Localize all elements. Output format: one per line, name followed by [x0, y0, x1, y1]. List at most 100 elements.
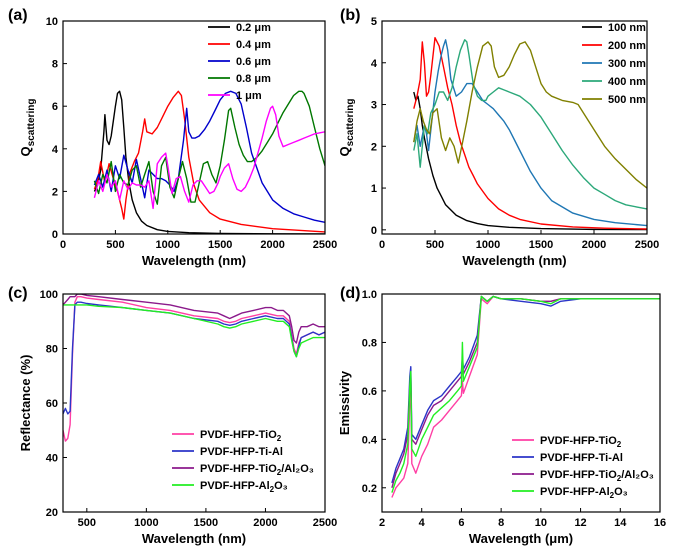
legend-entry: PVDF-HFP-Ti-Al: [200, 446, 283, 458]
y-axis-label-main: Q: [18, 146, 33, 156]
y-tick-label: 60: [46, 398, 58, 410]
legend: PVDF-HFP-TiO2PVDF-HFP-Ti-AlPVDF-HFP-TiO2…: [512, 435, 654, 500]
series-line: [93, 90, 325, 205]
legend-entry: 0.2 μm: [236, 22, 271, 34]
legend-entry: PVDF-HFP-Al2O₃: [540, 486, 628, 500]
plot-frame: [381, 293, 661, 513]
y-axis-label-sub: scattering: [345, 99, 356, 147]
series-line: [93, 90, 325, 223]
legend-entry-tail: /Al₂O₃: [281, 463, 314, 475]
x-tick-label: 2000: [260, 239, 284, 251]
legend-entry: 0.6 μm: [236, 56, 271, 68]
y-tick-label: 0.6: [362, 386, 377, 398]
x-tick-label: 16: [654, 517, 666, 529]
legend: 0.2 μm 0.4 μm 0.6 μm 0.8 μm 1 μm: [208, 22, 271, 102]
y-tick-label: 20: [46, 507, 58, 519]
y-tick-label: 8: [52, 59, 58, 71]
legend-entry-sub: 2: [617, 440, 622, 449]
x-tick-label: 6: [458, 517, 464, 529]
legend-entry-sub: 2: [277, 434, 282, 443]
y-tick-label: 0.2: [362, 483, 377, 495]
panel-label: (d): [340, 285, 360, 302]
legend-entry-tail: /Al₂O₃: [621, 469, 654, 481]
legend-entry-main: PVDF-HFP-TiO: [540, 469, 617, 481]
series-line: [63, 294, 325, 344]
y-tick-label: 0.8: [362, 337, 377, 349]
legend-entry: 0.4 μm: [236, 39, 271, 51]
y-tick-label: 10: [46, 16, 58, 28]
series-line: [391, 295, 660, 493]
series-line: [93, 90, 325, 234]
x-axis-label: Wavelength (μm): [469, 531, 573, 546]
x-tick-label: 1500: [194, 517, 218, 529]
y-tick-label: 2: [52, 186, 58, 198]
x-tick-label: 500: [426, 239, 444, 251]
x-tick-label: 2000: [253, 517, 277, 529]
x-tick-label: 2500: [313, 239, 337, 251]
x-tick-label: 1000: [134, 517, 158, 529]
y-tick-label: 0: [371, 225, 377, 237]
legend-entry-main: PVDF-HFP-Ti-Al: [200, 446, 283, 458]
y-tick-label: 4: [52, 144, 59, 156]
x-tick-label: 1500: [208, 239, 232, 251]
legend: PVDF-HFP-TiO2PVDF-HFP-Ti-AlPVDF-HFP-TiO2…: [172, 429, 314, 494]
x-tick-label: 0: [60, 239, 66, 251]
y-tick-label: 4: [371, 58, 378, 70]
legend-entry-main: PVDF-HFP-TiO: [540, 435, 617, 447]
y-tick-label: 5: [371, 16, 377, 28]
chart-panel: 0 500 1000 1500 2000 2500 0 2 4 6 8 10 Wavelength (n…: [8, 7, 337, 268]
x-tick-label: 2: [379, 517, 385, 529]
legend-entry: PVDF-HFP-Ti-Al: [540, 452, 623, 464]
chart-panel: 2 4 6 8 10 12 14 16 0.2 0.4 0.6 0.8 1.0 Wavelength (μ…: [337, 285, 666, 546]
x-tick-label: 1000: [156, 239, 180, 251]
y-tick-label: 3: [371, 100, 377, 112]
panel-label: (b): [340, 7, 360, 24]
y-tick-label: 6: [52, 101, 58, 113]
x-tick-label: 14: [614, 517, 627, 529]
legend-entry-main: PVDF-HFP-TiO: [200, 463, 277, 475]
x-axis-label: Wavelength (nm): [142, 531, 246, 546]
legend-entry: 500 nm: [608, 94, 646, 106]
x-tick-label: 0: [379, 239, 385, 251]
legend-entry: 200 nm: [608, 40, 646, 52]
legend-entry: PVDF-HFP-TiO2: [200, 429, 282, 443]
series-line: [93, 90, 325, 233]
series-line: [93, 105, 325, 210]
legend-entry-main: PVDF-HFP-Ti-Al: [540, 452, 623, 464]
legend-entry: PVDF-HFP-TiO2/Al₂O₃: [540, 469, 654, 483]
y-axis-label-sub: scattering: [26, 99, 37, 147]
y-axis-label: Reflectance (%): [18, 355, 33, 452]
legend-entry: 0.8 μm: [236, 73, 271, 85]
x-tick-label: 8: [498, 517, 504, 529]
series-line: [391, 295, 660, 498]
y-tick-label: 80: [46, 344, 58, 356]
series-group: [391, 295, 660, 498]
series-line: [413, 37, 647, 230]
legend-entry-sub: 2: [270, 485, 275, 494]
legend-entry-main: PVDF-HFP-TiO: [200, 429, 277, 441]
series-line: [413, 41, 647, 189]
legend-entry: 1 μm: [236, 90, 262, 102]
y-tick-label: 0.4: [362, 434, 378, 446]
series-line: [413, 39, 647, 210]
plot-frame: [381, 20, 648, 235]
legend-entry-sub: 2: [277, 468, 282, 477]
y-tick-label: 2: [371, 141, 377, 153]
series-line: [63, 304, 325, 358]
series-line: [413, 91, 647, 231]
legend-entry-tail: O₃: [274, 480, 288, 492]
plot-frame: [62, 20, 326, 235]
legend-entry: 400 nm: [608, 76, 646, 88]
y-axis-label: Emissivity: [337, 370, 352, 435]
legend-entry: PVDF-HFP-TiO2/Al₂O₃: [200, 463, 314, 477]
panel-label: (c): [8, 285, 28, 302]
legend-entry: 300 nm: [608, 58, 646, 70]
x-axis-label: Wavelength (nm): [462, 253, 566, 268]
legend-entry: PVDF-HFP-Al2O₃: [200, 480, 288, 494]
x-axis-label: Wavelength (nm): [142, 253, 246, 268]
x-tick-label: 2500: [313, 517, 337, 529]
x-tick-label: 1500: [529, 239, 553, 251]
legend-entry-tail: O₃: [614, 486, 628, 498]
y-tick-label: 1: [371, 183, 377, 195]
